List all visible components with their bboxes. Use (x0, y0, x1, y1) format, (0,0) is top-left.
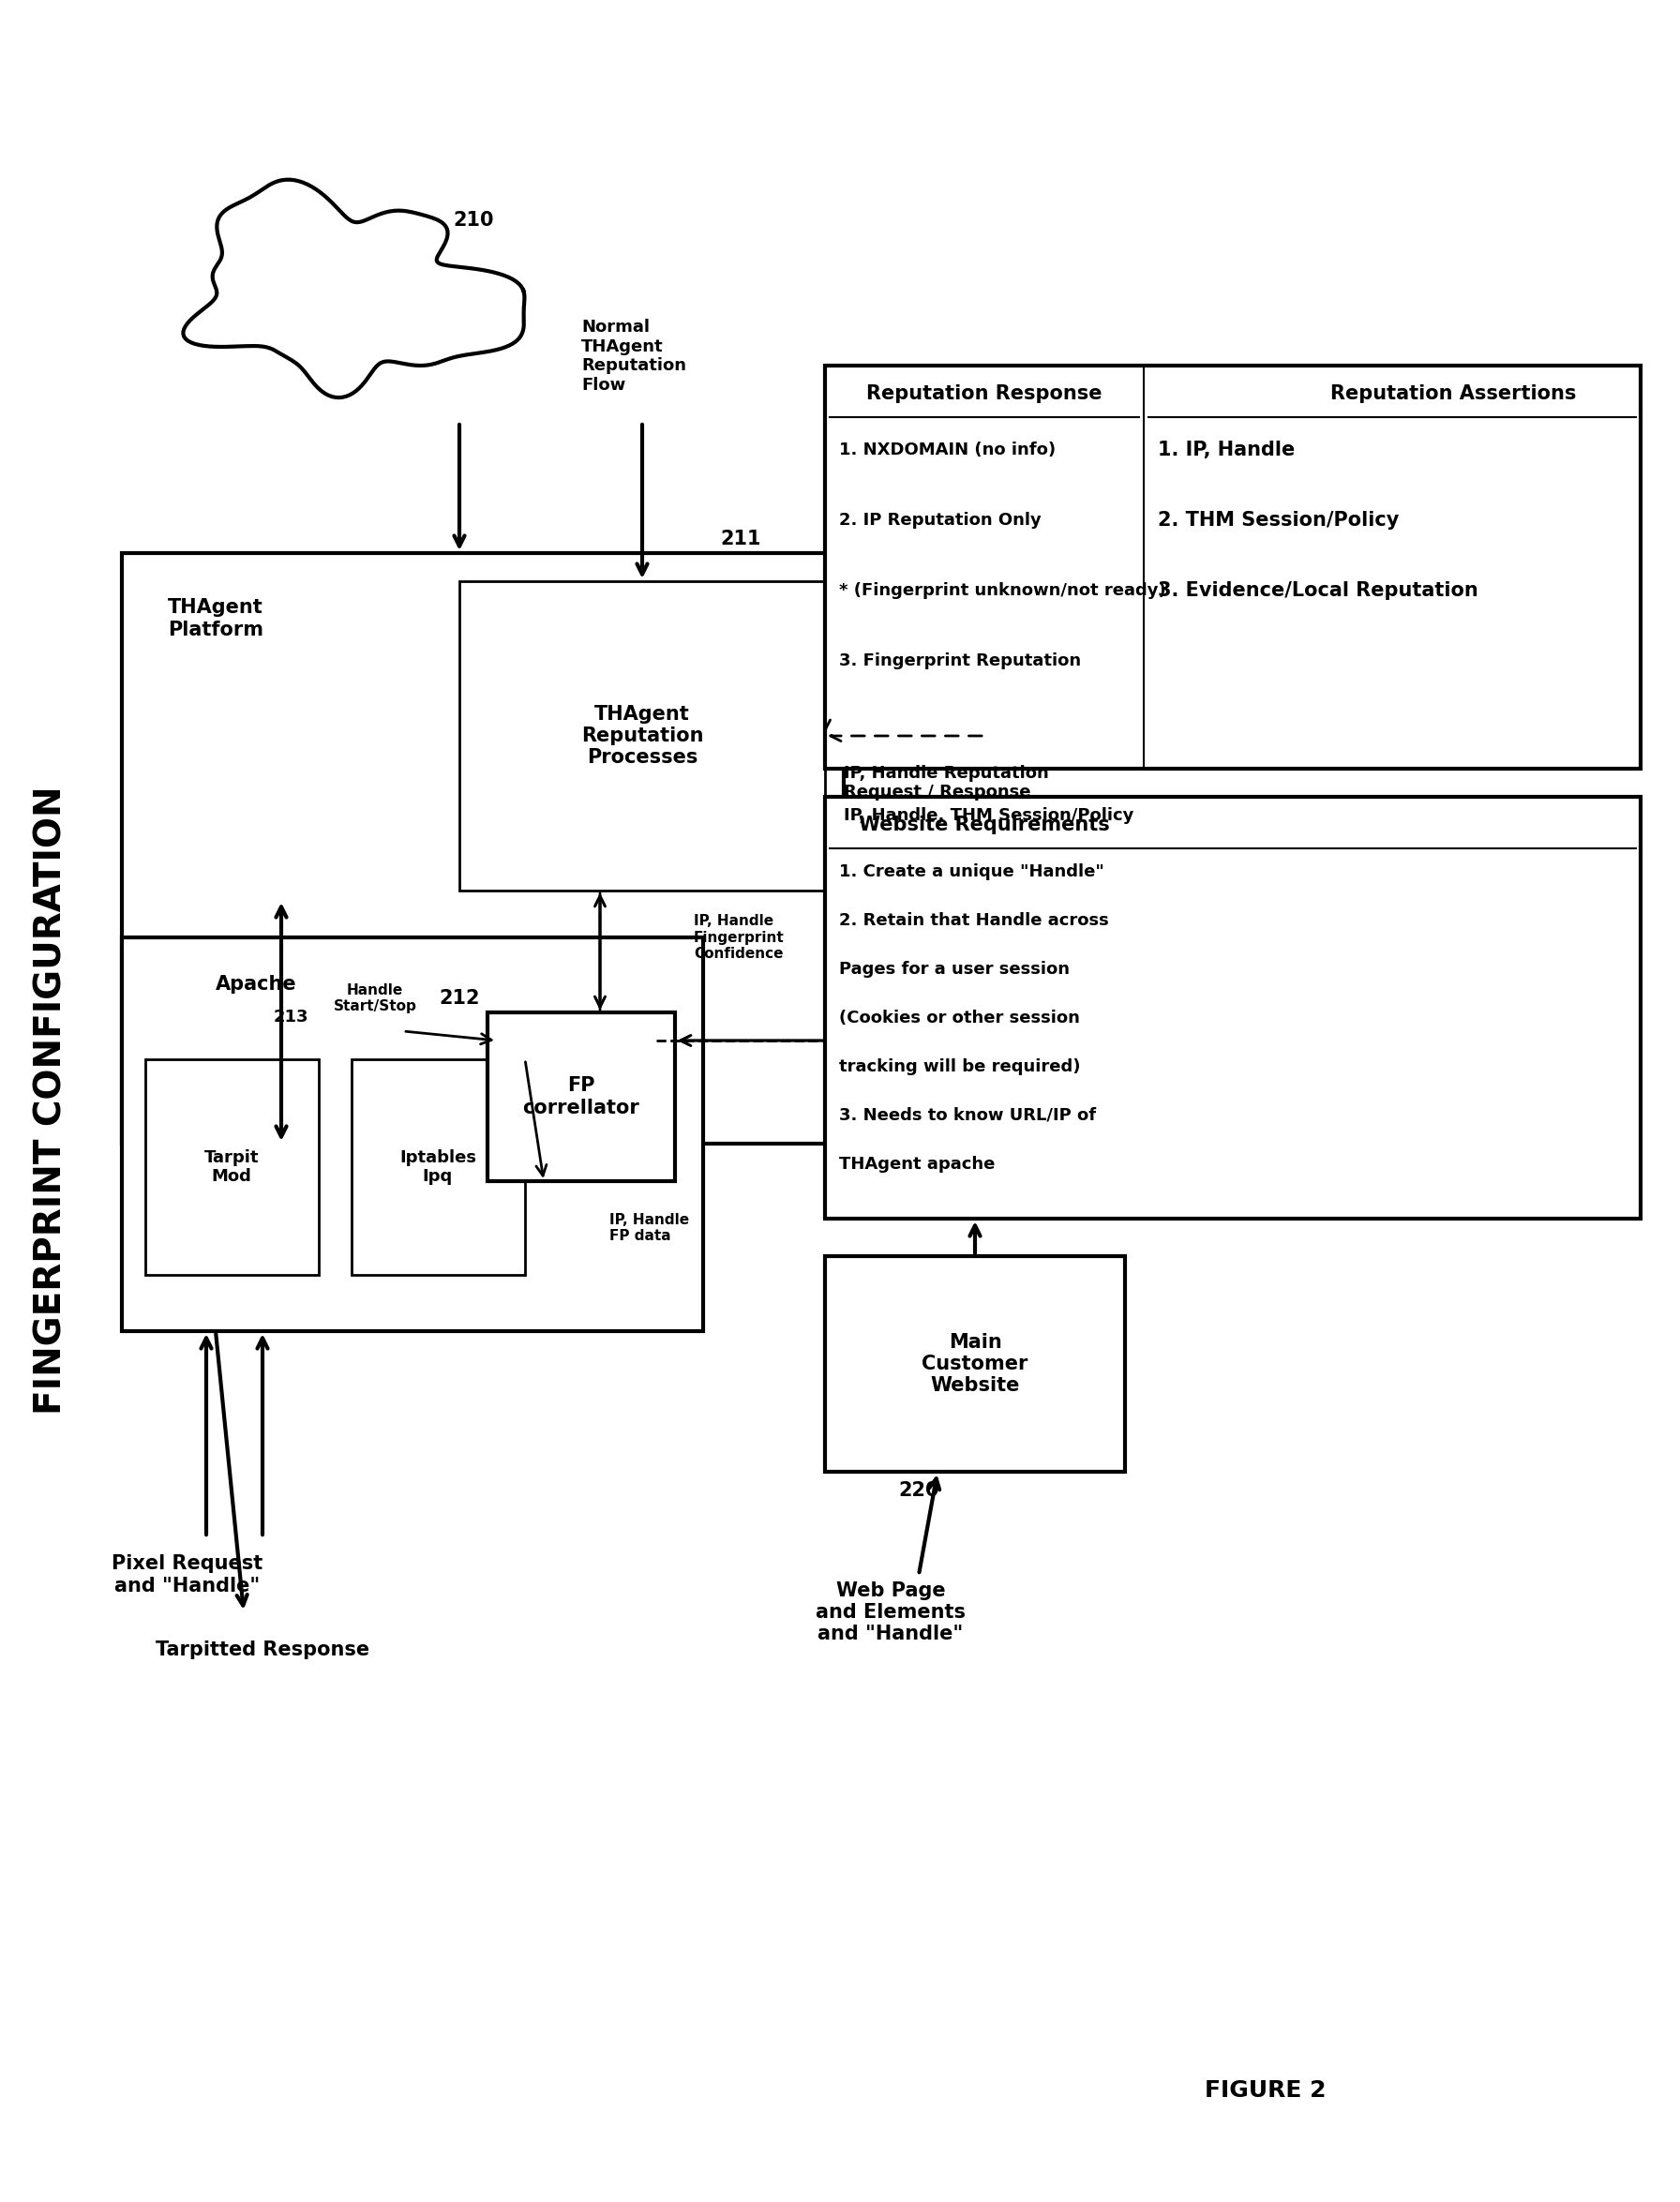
Bar (825, 366, 1641, 768)
Text: Main
Customer
Website: Main Customer Website (922, 1332, 1028, 1396)
Text: * (Fingerprint unknown/not ready): * (Fingerprint unknown/not ready) (838, 581, 1166, 599)
Text: 1. IP, Handle: 1. IP, Handle (1158, 440, 1295, 460)
Text: FIGURE 2: FIGURE 2 (1205, 2079, 1326, 2101)
Text: Handle
Start/Stop: Handle Start/Stop (333, 982, 417, 1013)
Text: 212: 212 (438, 989, 480, 1009)
Text: Pages for a user session: Pages for a user session (838, 960, 1070, 978)
Text: Iptables
Ipq: Iptables Ipq (400, 1149, 475, 1185)
Text: 213: 213 (274, 1009, 307, 1026)
Text: THAgent
Reputation
Processes: THAgent Reputation Processes (581, 705, 704, 766)
Text: 3. Evidence/Local Reputation: 3. Evidence/Local Reputation (1158, 581, 1478, 599)
Text: Website Requirements: Website Requirements (858, 815, 1110, 835)
Text: Pixel Request
and "Handle": Pixel Request and "Handle" (113, 1555, 264, 1594)
Text: IP, Handle, THM Session/Policy: IP, Handle, THM Session/Policy (843, 808, 1134, 824)
Text: 1. Create a unique "Handle": 1. Create a unique "Handle" (838, 863, 1104, 881)
Text: IP, Handle
Fingerprint
Confidence: IP, Handle Fingerprint Confidence (694, 914, 785, 960)
Text: 2. THM Session/Policy: 2. THM Session/Policy (1158, 511, 1399, 531)
Bar (351, 1059, 524, 1275)
Bar (825, 1255, 1126, 1471)
Text: Tarpit
Mod: Tarpit Mod (205, 1149, 259, 1185)
Text: THAgent
Platform: THAgent Platform (168, 599, 264, 639)
Text: IP, Handle
FP data: IP, Handle FP data (610, 1213, 689, 1244)
Text: THAgent apache: THAgent apache (838, 1156, 995, 1174)
Text: 1. NXDOMAIN (no info): 1. NXDOMAIN (no info) (838, 443, 1055, 458)
Text: 2. IP Reputation Only: 2. IP Reputation Only (838, 511, 1042, 528)
Text: FP
correllator: FP correllator (522, 1077, 640, 1116)
Bar (123, 938, 704, 1332)
Text: IP, Handle Reputation
Request / Response: IP, Handle Reputation Request / Response (843, 764, 1048, 802)
Bar (144, 1059, 319, 1275)
Text: 2. Retain that Handle across: 2. Retain that Handle across (838, 912, 1109, 929)
Text: Reputation Response: Reputation Response (867, 385, 1102, 403)
Polygon shape (183, 181, 524, 399)
Bar (825, 797, 1641, 1218)
Text: (Cookies or other session: (Cookies or other session (838, 1009, 1080, 1026)
Text: Tarpitted Response: Tarpitted Response (156, 1640, 370, 1660)
Bar (487, 1013, 675, 1180)
Text: 220: 220 (899, 1482, 939, 1500)
Text: Web Page
and Elements
and "Handle": Web Page and Elements and "Handle" (815, 1581, 966, 1643)
Bar (123, 553, 843, 1143)
Text: Reputation Assertions: Reputation Assertions (1331, 385, 1576, 403)
Text: 3. Fingerprint Reputation: 3. Fingerprint Reputation (838, 652, 1080, 669)
Text: Apache: Apache (215, 975, 297, 993)
Text: 3. Needs to know URL/IP of: 3. Needs to know URL/IP of (838, 1108, 1095, 1123)
Text: 210: 210 (454, 211, 494, 229)
Text: Normal
THAgent
Reputation
Flow: Normal THAgent Reputation Flow (581, 319, 685, 394)
Bar (459, 581, 825, 890)
Text: tracking will be required): tracking will be required) (838, 1059, 1080, 1075)
Text: 211: 211 (721, 531, 761, 548)
Text: FINGERPRINT CONFIGURATION: FINGERPRINT CONFIGURATION (34, 786, 69, 1416)
